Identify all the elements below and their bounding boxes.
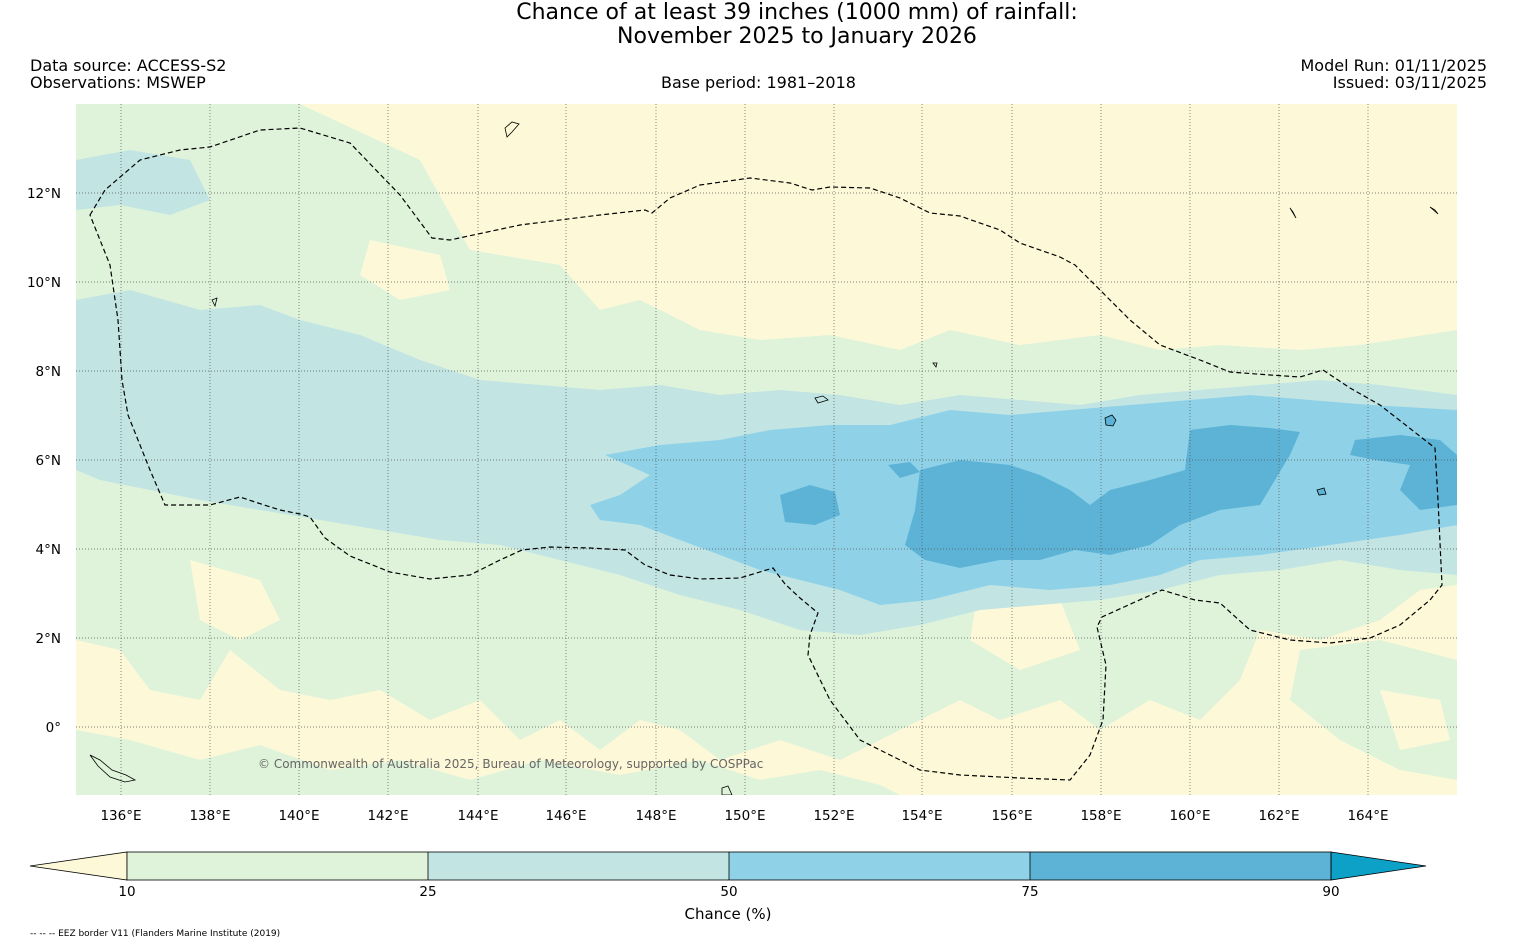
- colorbar-low-extension: [29, 851, 128, 881]
- eez-footnote: -- -- -- EEZ border V11 (Flanders Marine…: [30, 929, 281, 939]
- colorbar-label: Chance (%): [685, 905, 772, 923]
- map-plot-area: © Commonwealth of Australia 2025, Bureau…: [76, 104, 1457, 795]
- colorbar-segment-75-90: [1030, 852, 1331, 880]
- eez-border: [89, 127, 1443, 781]
- graticule: [76, 104, 1457, 795]
- island-marshall-1: [1289, 207, 1297, 219]
- lat-tick-label: 6°N: [36, 453, 61, 469]
- island-new-guinea-north: [89, 754, 137, 783]
- colorbar-segment-50-75: [729, 852, 1030, 880]
- lat-tick-label: 0°: [46, 720, 61, 736]
- colorbar: 10 25 50 75 90 Chance (%): [29, 851, 1427, 923]
- lat-tick-label: 4°N: [36, 542, 61, 558]
- base-period-text: Base period: 1981–2018: [661, 73, 856, 92]
- island-marshall-2: [1429, 206, 1439, 215]
- colorbar-tick-label: 10: [118, 884, 135, 900]
- lon-tick-label: 142°E: [367, 808, 408, 824]
- lon-tick-label: 152°E: [813, 808, 854, 824]
- colorbar-tick-label: 25: [419, 884, 436, 900]
- observations-text: Observations: MSWEP: [30, 73, 206, 92]
- zone-75-90: [780, 425, 1457, 568]
- colorbar-dividers: [427, 852, 1031, 880]
- islands: [89, 121, 1439, 795]
- colorbar-segment-25-50: [428, 852, 729, 880]
- lon-tick-label: 154°E: [901, 808, 942, 824]
- lon-tick-label: 158°E: [1080, 808, 1121, 824]
- island-kosrae: [1316, 487, 1327, 496]
- lat-axis: 12°N 10°N 8°N 6°N 4°N 2°N 0°: [27, 186, 61, 736]
- lon-tick-label: 140°E: [278, 808, 319, 824]
- data-source-text: Data source: ACCESS-S2: [30, 56, 227, 75]
- lon-tick-label: 150°E: [724, 808, 765, 824]
- colorbar-tick-label: 90: [1322, 884, 1339, 900]
- map-title-line2: November 2025 to January 2026: [617, 24, 977, 49]
- island-south: [721, 785, 733, 795]
- lon-tick-label: 144°E: [457, 808, 498, 824]
- lon-tick-label: 164°E: [1347, 808, 1388, 824]
- island-chuuk: [814, 395, 829, 404]
- lon-tick-label: 156°E: [991, 808, 1032, 824]
- copyright-text: © Commonwealth of Australia 2025, Bureau…: [258, 757, 763, 771]
- lat-tick-label: 2°N: [36, 631, 61, 647]
- lon-tick-label: 146°E: [545, 808, 586, 824]
- lon-tick-label: 138°E: [189, 808, 230, 824]
- island-small-1: [932, 362, 938, 368]
- island-guam: [504, 121, 520, 138]
- colorbar-high-extension: [1330, 851, 1427, 881]
- lon-tick-label: 148°E: [635, 808, 676, 824]
- colorbar-tick-label: 50: [720, 884, 737, 900]
- island-yap: [211, 297, 218, 308]
- model-run-text: Model Run: 01/11/2025: [1300, 56, 1488, 75]
- issued-text: Issued: 03/11/2025: [1332, 73, 1487, 92]
- lat-tick-label: 12°N: [27, 186, 61, 202]
- colorbar-tick-label: 75: [1021, 884, 1038, 900]
- island-pohnpei: [1104, 414, 1117, 427]
- colorbar-segment-10-25: [127, 852, 428, 880]
- lon-axis: 136°E 138°E 140°E 142°E 144°E 146°E 148°…: [100, 808, 1388, 824]
- lon-tick-label: 162°E: [1258, 808, 1299, 824]
- lon-tick-label: 136°E: [100, 808, 141, 824]
- lat-tick-label: 8°N: [36, 364, 61, 380]
- map-title-line1: Chance of at least 39 inches (1000 mm) o…: [516, 0, 1078, 25]
- lat-tick-label: 10°N: [27, 275, 61, 291]
- lon-tick-label: 160°E: [1169, 808, 1210, 824]
